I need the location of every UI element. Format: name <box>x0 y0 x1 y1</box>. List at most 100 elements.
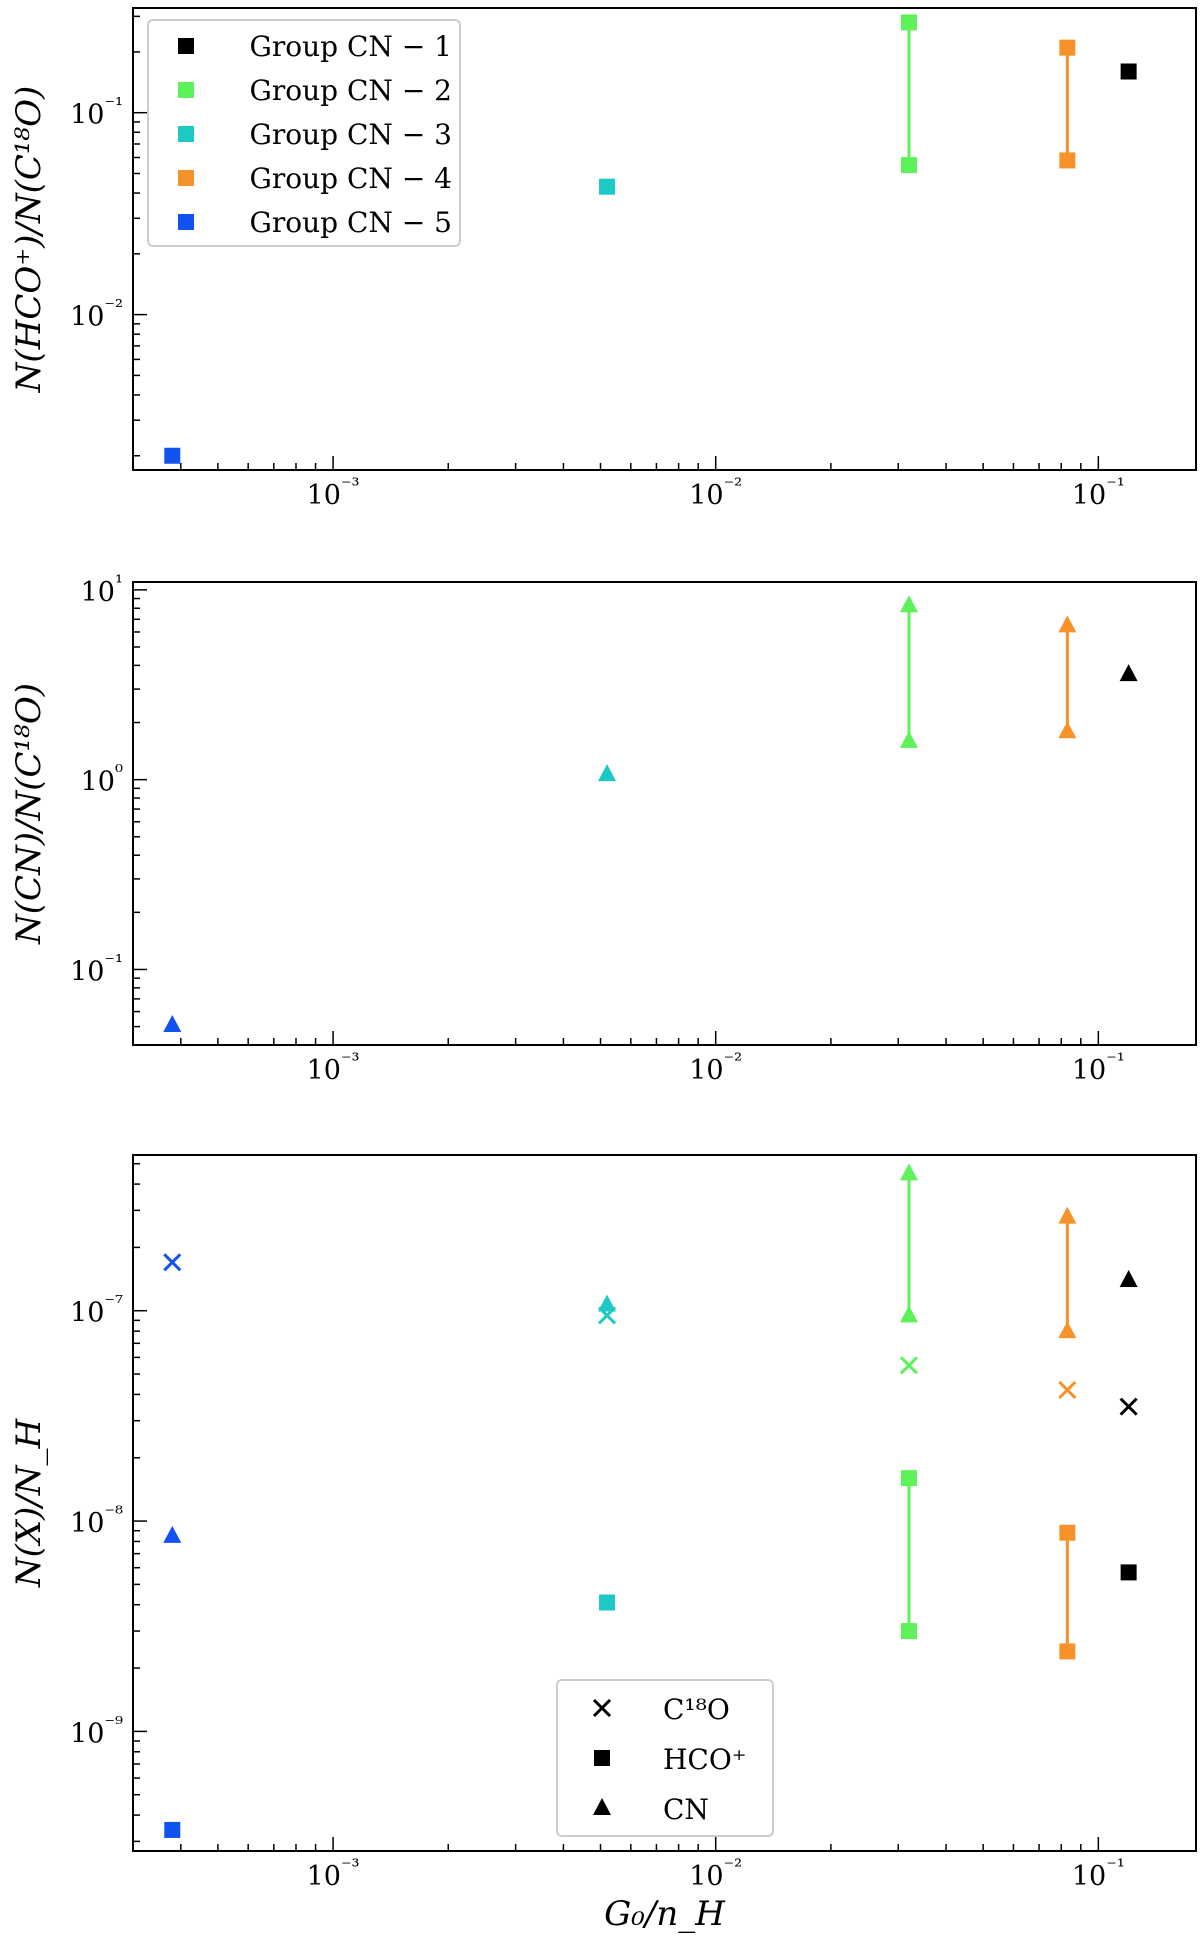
legend-box <box>147 19 461 247</box>
x-axis-ticks <box>132 456 1100 470</box>
y-axis-ticks <box>133 1162 147 1843</box>
panel-bottom: 10⁻³ 10⁻² 10⁻¹ 10⁻⁹ 10⁻⁸ 10⁻⁷ N(X)/N_H G₀/n_H C¹… <box>9 1154 1197 1934</box>
data-point <box>1058 721 1077 739</box>
legend-label: Group CN − 5 <box>250 206 452 239</box>
plot-frame <box>132 581 1197 1046</box>
data-point <box>1119 664 1138 682</box>
data-point <box>899 595 918 613</box>
y-axis-ticks <box>133 15 147 457</box>
data-point <box>1059 152 1076 169</box>
data-point <box>1058 615 1077 633</box>
data-point <box>1059 1643 1076 1660</box>
data-point <box>1058 1380 1077 1400</box>
legend-label: C¹⁸O <box>663 1693 730 1726</box>
data-point <box>1059 39 1076 56</box>
y-tick-label: 10⁻⁸ <box>70 1501 123 1539</box>
data-point <box>598 1294 617 1312</box>
series-group-cn-5 <box>164 447 181 464</box>
legend-marker <box>178 170 194 186</box>
data-point <box>899 1305 918 1323</box>
legend-marker <box>178 38 194 54</box>
legend-marker <box>594 1750 610 1766</box>
x-tick-label: 10⁻² <box>689 473 742 511</box>
series-group-cn-1 <box>1119 664 1138 682</box>
data-point <box>900 1623 917 1640</box>
y-tick-label: 10⁻² <box>70 295 123 333</box>
legend-marker <box>593 1798 611 1815</box>
y-axis-ticks <box>133 589 147 1046</box>
y-axis-label: N(CN)/N(C¹⁸O) <box>9 683 49 945</box>
data-point <box>899 1356 919 1375</box>
data-point <box>899 1163 918 1181</box>
series-group-cn-2 <box>899 595 918 748</box>
legend-box <box>556 1679 774 1837</box>
series-group-cn-4 <box>1058 615 1077 739</box>
data-points <box>163 1163 1138 1838</box>
data-point <box>1058 1321 1077 1339</box>
data-point <box>163 1525 182 1543</box>
x-axis-ticks <box>132 1031 1100 1045</box>
data-point <box>598 764 617 782</box>
x-tick-label: 10⁻³ <box>307 1854 360 1892</box>
data-point <box>899 730 918 748</box>
data-points <box>164 14 1137 464</box>
x-tick-label: 10⁻¹ <box>1072 1854 1125 1892</box>
data-point <box>163 1253 182 1272</box>
plot-frame <box>132 1154 1197 1852</box>
data-point <box>163 1014 182 1032</box>
data-point <box>164 1821 181 1838</box>
data-points <box>163 595 1138 1032</box>
x-tick-label: 10⁻³ <box>307 473 360 511</box>
data-point <box>599 178 616 195</box>
series-triangle <box>163 1163 1138 1543</box>
series-group-cn-5 <box>163 1014 182 1032</box>
data-point <box>1119 1269 1138 1287</box>
series-group-cn-4 <box>1059 39 1076 169</box>
data-point <box>164 447 181 464</box>
x-tick-label: 10⁻² <box>689 1854 742 1892</box>
data-point <box>1059 1524 1076 1541</box>
legend-label: CN <box>663 1793 709 1826</box>
series-group-cn-1 <box>1120 63 1137 80</box>
x-axis-ticks <box>132 1837 1100 1851</box>
legend-marker <box>178 82 194 98</box>
data-point <box>599 1594 616 1611</box>
y-tick-label: 10⁻¹ <box>70 93 123 131</box>
series-group-cn-3 <box>598 764 617 782</box>
panel-top: 10⁻³ 10⁻² 10⁻¹ 10⁻² 10⁻¹ N(HCO⁺)/N(C¹⁸O) Group… <box>9 7 1197 511</box>
series-square <box>164 1470 1137 1838</box>
data-point <box>900 14 917 31</box>
y-axis-label: N(X)/N_H <box>9 1417 49 1588</box>
y-tick-label: 10⁻⁹ <box>70 1711 123 1749</box>
legend-marker <box>178 214 194 230</box>
y-tick-label: 10⁰ <box>81 760 123 798</box>
legend-marker <box>178 126 194 142</box>
legend-label: Group CN − 4 <box>250 162 452 195</box>
data-point <box>1058 1206 1077 1224</box>
legend: C¹⁸O HCO⁺ CN <box>556 1679 774 1837</box>
plot-frame <box>132 7 1197 471</box>
y-tick-label: 10⁻¹ <box>70 949 123 987</box>
panel-middle: 10⁻³ 10⁻² 10⁻¹ 10⁻¹ 10⁰ 10¹ N(CN)/N(C¹⁸O) <box>9 570 1197 1086</box>
x-axis-label: G₀/n_H <box>604 1894 726 1934</box>
legend: Group CN − 1 Group CN − 2 Group CN − 3 Grou… <box>147 19 461 247</box>
series-group-cn-3 <box>599 178 616 195</box>
legend-label: Group CN − 2 <box>250 74 452 107</box>
legend-label: Group CN − 3 <box>250 118 452 151</box>
legend-label: Group CN − 1 <box>250 30 452 63</box>
x-tick-label: 10⁻¹ <box>1072 473 1125 511</box>
y-axis-label: N(HCO⁺)/N(C¹⁸O) <box>9 86 49 394</box>
y-tick-label: 10¹ <box>81 570 123 608</box>
x-tick-label: 10⁻¹ <box>1072 1048 1125 1086</box>
data-point <box>1120 1564 1137 1581</box>
data-point <box>900 1470 917 1487</box>
series-x <box>163 1253 1138 1416</box>
series-group-cn-2 <box>900 14 917 174</box>
legend-label: HCO⁺ <box>663 1743 747 1776</box>
y-tick-label: 10⁻⁷ <box>70 1291 123 1329</box>
data-point <box>1120 63 1137 80</box>
data-point <box>900 157 917 174</box>
x-tick-label: 10⁻² <box>689 1048 742 1086</box>
data-point <box>1119 1397 1138 1416</box>
